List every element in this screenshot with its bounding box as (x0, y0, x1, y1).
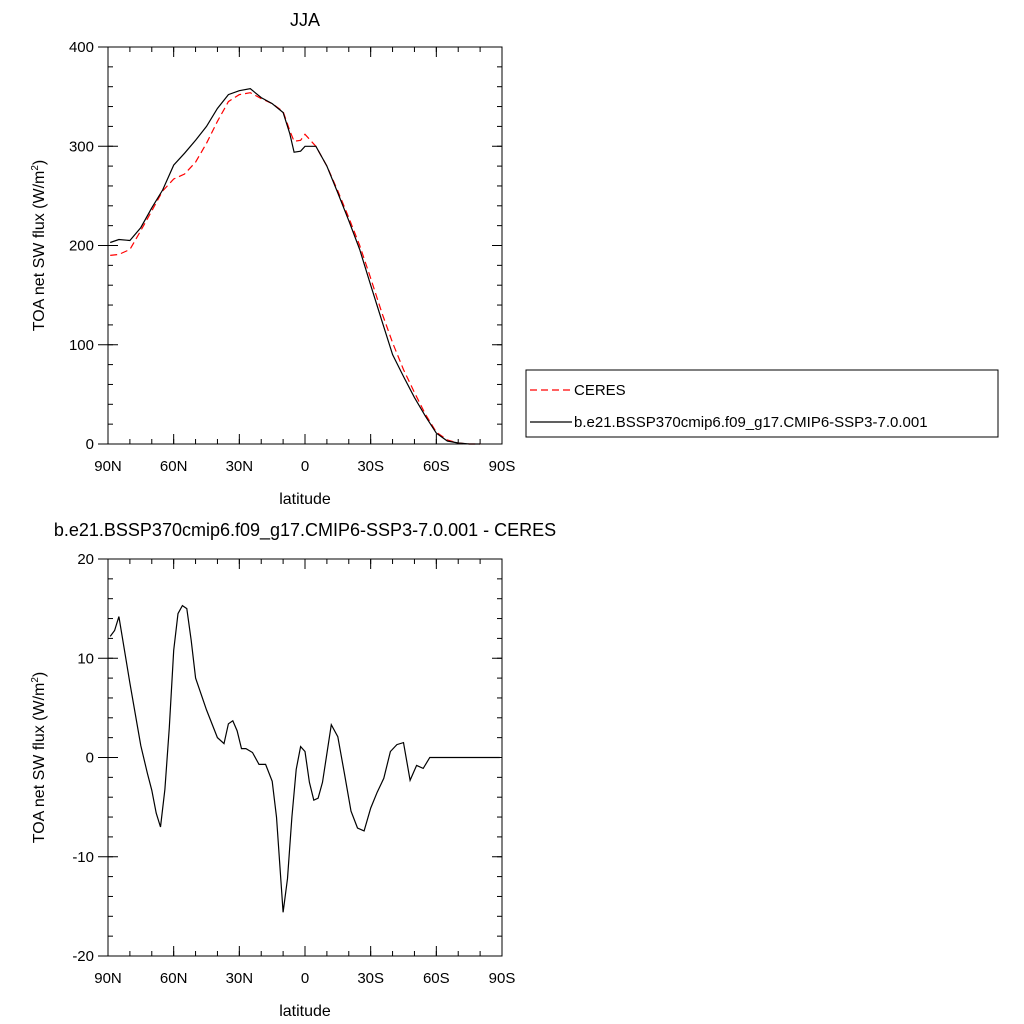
x-axis-label: latitude (279, 1003, 331, 1020)
x-tick-label: 60N (160, 970, 188, 987)
x-tick-label: 90N (94, 458, 122, 475)
legend-label-1: b.e21.BSSP370cmip6.f09_g17.CMIP6-SSP3-7.… (574, 414, 928, 431)
x-tick-label: 30N (226, 970, 254, 987)
x-tick-label: 60N (160, 458, 188, 475)
y-tick-label: 200 (69, 238, 94, 255)
chart-title: JJA (290, 10, 320, 30)
y-tick-label: 10 (77, 650, 94, 667)
x-tick-label: 30N (226, 458, 254, 475)
x-axis-label: latitude (279, 491, 331, 508)
y-tick-label: -10 (72, 849, 94, 866)
y-axis-label: TOA net SW flux (W/m2) (30, 160, 48, 332)
x-tick-label: 90S (489, 970, 516, 987)
series-line-1 (110, 88, 481, 445)
y-axis-label: TOA net SW flux (W/m2) (30, 672, 48, 844)
x-tick-label: 0 (301, 970, 309, 987)
series-line-0 (109, 604, 500, 913)
plot-frame (107, 46, 503, 445)
x-tick-label: 60S (423, 970, 450, 987)
y-tick-label: 100 (69, 337, 94, 354)
x-tick-label: 30S (357, 458, 384, 475)
y-tick-label: 400 (69, 39, 94, 56)
legend-box (525, 369, 999, 438)
x-tick-label: 60S (423, 458, 450, 475)
chart-title: b.e21.BSSP370cmip6.f09_g17.CMIP6-SSP3-7.… (54, 520, 556, 541)
y-tick-label: 300 (69, 138, 94, 155)
legend: CERES b.e21.BSSP370cmip6.f09_g17.CMIP6-SS… (525, 369, 999, 438)
x-tick-label: 90S (489, 458, 516, 475)
x-tick-label: 0 (301, 458, 309, 475)
chart-panel-0: 90N 60N 30N 0 30S 60S 90S 0 100 200 300 400 JJA latit… (30, 10, 999, 508)
y-tick-label: -20 (72, 948, 94, 965)
y-tick-label: 0 (86, 436, 94, 453)
x-tick-label: 30S (357, 970, 384, 987)
x-tick-label: 90N (94, 970, 122, 987)
series-line-0 (110, 92, 481, 445)
legend-label-0: CERES (574, 382, 626, 399)
y-tick-label: 0 (86, 750, 94, 767)
chart-panel-1: 90N 60N 30N 0 30S 60S 90S -20 -10 0 10 20 b.e21.BSSP… (30, 520, 556, 1020)
y-tick-label: 20 (77, 551, 94, 568)
